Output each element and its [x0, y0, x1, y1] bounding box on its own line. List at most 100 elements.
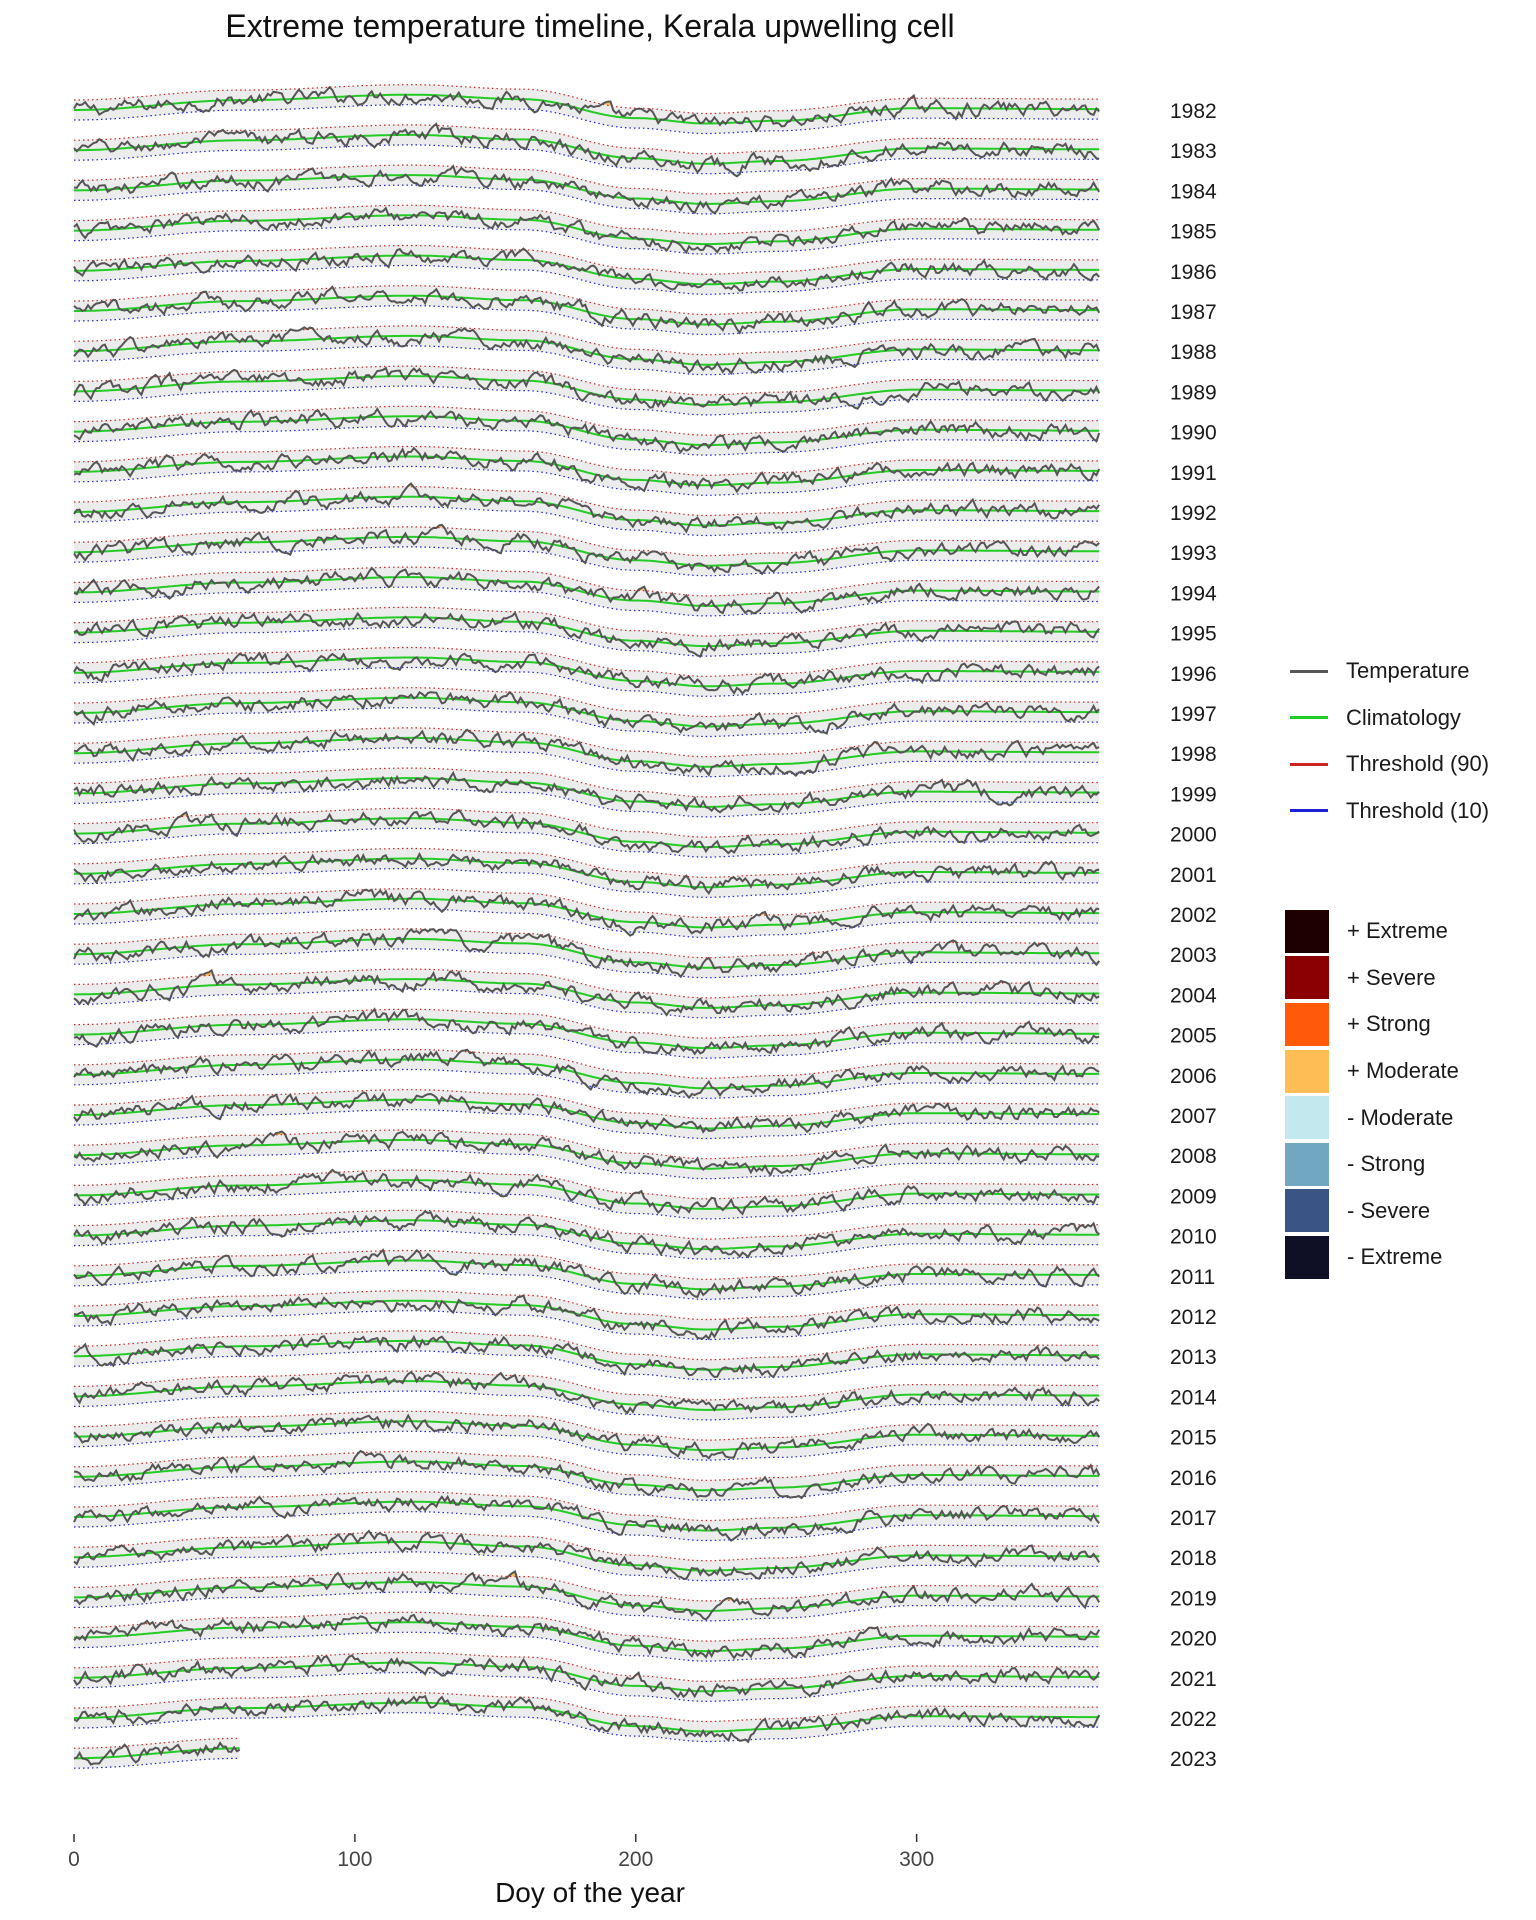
threshold-90-line: [74, 285, 1100, 316]
threshold-90-line: [74, 1491, 1100, 1522]
year-label: 2001: [1170, 864, 1217, 887]
ridge-1987: [73, 285, 1101, 336]
climatology-line: [74, 817, 1100, 849]
threshold-90-line: [74, 405, 1100, 436]
x-tick-label: 200: [618, 1848, 653, 1871]
ridge-2010: [73, 1209, 1100, 1260]
threshold-10-line: [74, 586, 1100, 617]
threshold-10-line: [74, 506, 1100, 537]
legend-item: - Severe: [1285, 1188, 1525, 1235]
temperature-line: [73, 770, 1100, 814]
threshold-90-line: [74, 606, 1100, 637]
threshold-10-line: [74, 948, 1100, 979]
threshold-90-line: [74, 646, 1100, 677]
threshold-10-line: [74, 345, 1100, 376]
year-label: 2013: [1170, 1346, 1217, 1369]
ridge-2009: [73, 1168, 1100, 1220]
threshold-90-line: [74, 888, 1100, 919]
threshold-10-line: [74, 666, 1100, 697]
ridge-2004: [73, 968, 1100, 1019]
temperature-line: [73, 85, 1100, 133]
climatology-line: [74, 1299, 1100, 1331]
climatology-line: [74, 375, 1100, 406]
legend-item: Climatology: [1290, 695, 1530, 742]
year-label: 2011: [1170, 1266, 1215, 1289]
ridge-1983: [73, 122, 1100, 178]
temperature-line: [73, 1168, 1100, 1216]
ridge-2001: [73, 847, 1100, 898]
year-label: 2016: [1170, 1467, 1217, 1490]
threshold-90-line: [74, 84, 1100, 115]
year-label: 2012: [1170, 1306, 1217, 1329]
threshold-90-line: [74, 1330, 1100, 1361]
temperature-line: [73, 406, 1101, 454]
threshold-90-line: [74, 365, 1100, 396]
threshold-90-line: [74, 204, 1100, 235]
temperature-line: [73, 1413, 1101, 1460]
legend-label: Threshold (10): [1346, 797, 1490, 823]
cold-event: [995, 801, 1013, 806]
year-label: 2005: [1170, 1025, 1217, 1048]
ridge-2017: [73, 1491, 1100, 1543]
temperature-line: [73, 1091, 1100, 1134]
year-label: 1999: [1170, 783, 1217, 806]
climatology-line: [74, 656, 1100, 688]
year-label: 1996: [1170, 663, 1217, 686]
ridge-2022: [73, 1692, 1101, 1744]
threshold-10-line: [74, 827, 1100, 858]
year-labels: 1982 1983 1984 1985 1986 1987 1988 1989 1990 1991…: [1170, 100, 1217, 1771]
year-label: 2021: [1170, 1668, 1217, 1691]
threshold-10-line: [74, 1511, 1100, 1542]
ridge-2008: [73, 1129, 1100, 1180]
legend-swatch: [1290, 762, 1328, 766]
legend-item: - Strong: [1285, 1141, 1525, 1188]
legend-swatch: [1285, 909, 1329, 953]
threshold-90-line: [74, 1450, 1100, 1481]
ridge-1999: [73, 767, 1100, 818]
threshold-10-line: [74, 787, 1100, 818]
ridge-1994: [73, 566, 1100, 617]
year-label: 2007: [1170, 1105, 1217, 1128]
ridge-1986: [73, 244, 1100, 295]
temperature-line: [73, 247, 1100, 292]
threshold-10-line: [74, 1430, 1100, 1461]
threshold-10-line: [74, 1229, 1100, 1260]
year-label: 1998: [1170, 743, 1217, 766]
threshold-90-line: [74, 244, 1100, 275]
threshold-10-line: [74, 224, 1100, 255]
temperature-line: [73, 1694, 1101, 1744]
threshold-10-line: [74, 1551, 1100, 1582]
year-label: 2010: [1170, 1226, 1217, 1249]
ridge-1989: [73, 365, 1101, 416]
ridge-1991: [73, 445, 1101, 496]
legend-item: + Severe: [1285, 955, 1525, 1002]
temperature-line: [73, 1494, 1100, 1543]
ridge-2005: [73, 1007, 1100, 1059]
year-label: 2022: [1170, 1708, 1217, 1731]
legend-swatch: [1285, 1189, 1329, 1233]
year-label: 2020: [1170, 1628, 1217, 1651]
year-label: 1993: [1170, 542, 1217, 565]
threshold-90-line: [74, 445, 1100, 476]
legend-label: - Severe: [1347, 1197, 1431, 1223]
temperature-line: [73, 691, 1100, 735]
legend-label: - Moderate: [1347, 1104, 1454, 1130]
temperature-line: [73, 808, 1100, 855]
year-label: 2019: [1170, 1587, 1217, 1610]
threshold-10-line: [74, 707, 1100, 738]
threshold-90-line: [74, 1129, 1100, 1160]
temperature-line: [73, 728, 1100, 777]
threshold-90-line: [74, 1692, 1100, 1723]
year-label: 1997: [1170, 703, 1217, 726]
threshold-90-line: [74, 1290, 1100, 1321]
threshold-90-line: [74, 1370, 1100, 1401]
ridge-1985: [73, 204, 1101, 255]
threshold-10-line: [74, 184, 1100, 215]
ridge-2016: [73, 1449, 1101, 1501]
temperature-line: [73, 164, 1101, 215]
year-label: 2008: [1170, 1145, 1217, 1168]
year-label: 2006: [1170, 1065, 1217, 1088]
threshold-10-line: [74, 908, 1100, 939]
ridge-1982: [73, 84, 1100, 135]
